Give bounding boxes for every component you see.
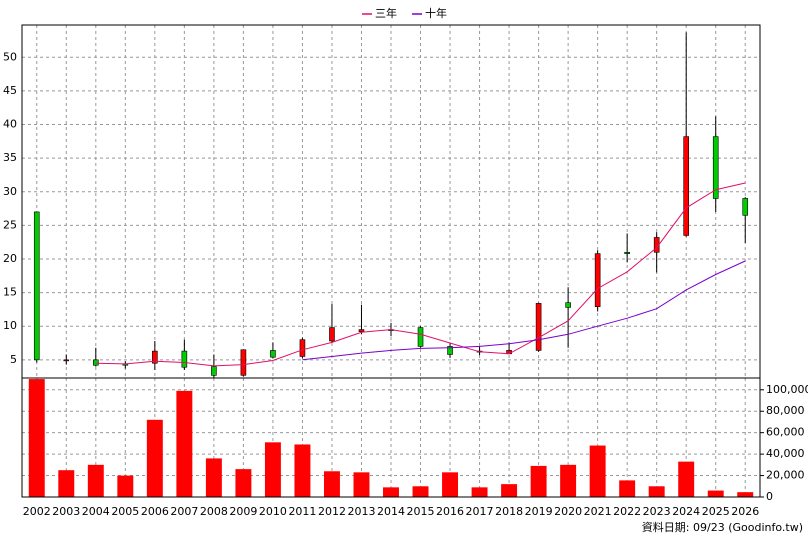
volume-bar [58, 470, 75, 497]
volume-bar [87, 464, 104, 497]
candle-body [329, 327, 335, 342]
x-tick-label: 2004 [82, 505, 110, 518]
candle-body [63, 359, 70, 362]
x-tick-label: 2023 [643, 505, 671, 518]
y-tick-label: 40 [3, 118, 17, 131]
x-tick-label: 2020 [554, 505, 582, 518]
candle-body [299, 339, 306, 357]
x-tick-label: 2007 [170, 505, 198, 518]
volume-bar [737, 492, 754, 497]
volume-bar [146, 419, 163, 497]
candle-body [417, 327, 424, 347]
candle-body [624, 251, 630, 254]
x-tick-label: 2016 [436, 505, 464, 518]
volume-bar [589, 445, 606, 497]
x-tick-label: 2005 [111, 505, 139, 518]
candle-body [240, 349, 247, 376]
volume-bar [353, 472, 370, 497]
volume-bar [176, 390, 193, 497]
x-tick-label: 2003 [52, 505, 80, 518]
x-tick-label: 2022 [613, 505, 641, 518]
volume-bar [117, 475, 134, 497]
volume-bar [442, 472, 459, 497]
candle-body [181, 350, 188, 368]
volume-bar [678, 461, 695, 497]
source-note: 資料日期: 09/23 (Goodinfo.tw) [642, 520, 803, 534]
candle-body [565, 302, 571, 308]
x-tick-label: 2013 [347, 505, 375, 518]
x-tick-label: 2010 [259, 505, 287, 518]
candle-body [742, 198, 749, 216]
candle-body [535, 303, 542, 351]
x-tick-label: 2008 [200, 505, 228, 518]
candle-body [33, 211, 40, 361]
y2-tick-label: 80,000 [766, 404, 805, 417]
volume-bar [264, 442, 281, 497]
volume-bar [383, 487, 399, 497]
candle-body [270, 350, 276, 358]
y-tick-label: 15 [3, 286, 17, 299]
volume-bar [28, 379, 45, 497]
x-tick-label: 2024 [672, 505, 700, 518]
y-tick-label: 25 [3, 218, 17, 231]
x-tick-label: 2012 [318, 505, 346, 518]
ma-line [302, 260, 746, 361]
x-tick-label: 2006 [141, 505, 169, 518]
candle-body [152, 350, 158, 364]
volume-bar [501, 484, 518, 497]
x-tick-label: 2025 [702, 505, 730, 518]
volume-bar [294, 444, 311, 497]
candle-body [447, 346, 453, 355]
volume-bar [560, 464, 577, 497]
candle-body [594, 253, 601, 308]
x-tick-label: 2011 [288, 505, 316, 518]
y2-tick-label: 60,000 [766, 426, 805, 439]
y-tick-label: 10 [3, 319, 17, 332]
y-tick-label: 30 [3, 185, 17, 198]
volume-bar [707, 490, 724, 497]
ma-line [95, 182, 746, 367]
candle-body [712, 136, 719, 199]
y-tick-label: 50 [3, 50, 17, 63]
y-tick-label: 5 [10, 353, 17, 366]
volume-panel-frame [21, 377, 761, 498]
volume-bar [471, 487, 488, 497]
x-tick-label: 2019 [525, 505, 553, 518]
volume-bar [530, 465, 547, 497]
candle-body [93, 359, 99, 366]
y-tick-label: 35 [3, 151, 17, 164]
candle-body [683, 136, 690, 236]
x-tick-label: 2026 [731, 505, 759, 518]
x-tick-label: 2014 [377, 505, 405, 518]
x-tick-label: 2018 [495, 505, 523, 518]
x-tick-label: 2009 [229, 505, 257, 518]
candle-body [358, 329, 365, 332]
volume-bar [205, 458, 222, 497]
y-tick-label: 45 [3, 84, 17, 97]
x-tick-label: 2002 [23, 505, 51, 518]
x-tick-label: 2021 [584, 505, 612, 518]
x-tick-label: 2015 [407, 505, 435, 518]
y2-tick-label: 40,000 [766, 447, 805, 460]
y2-tick-label: 100,000 [766, 383, 808, 396]
y2-tick-label: 0 [766, 490, 773, 503]
volume-bar [619, 480, 636, 497]
volume-bar [412, 486, 429, 497]
volume-bar [323, 471, 340, 497]
legend-label: 十年 [425, 6, 447, 20]
legend-label: 三年 [375, 6, 397, 20]
y2-tick-label: 20,000 [766, 469, 805, 482]
y-tick-label: 20 [3, 252, 17, 265]
volume-bar [648, 486, 665, 497]
x-tick-label: 2017 [466, 505, 494, 518]
candle-body [211, 366, 217, 376]
volume-bar [235, 469, 252, 497]
